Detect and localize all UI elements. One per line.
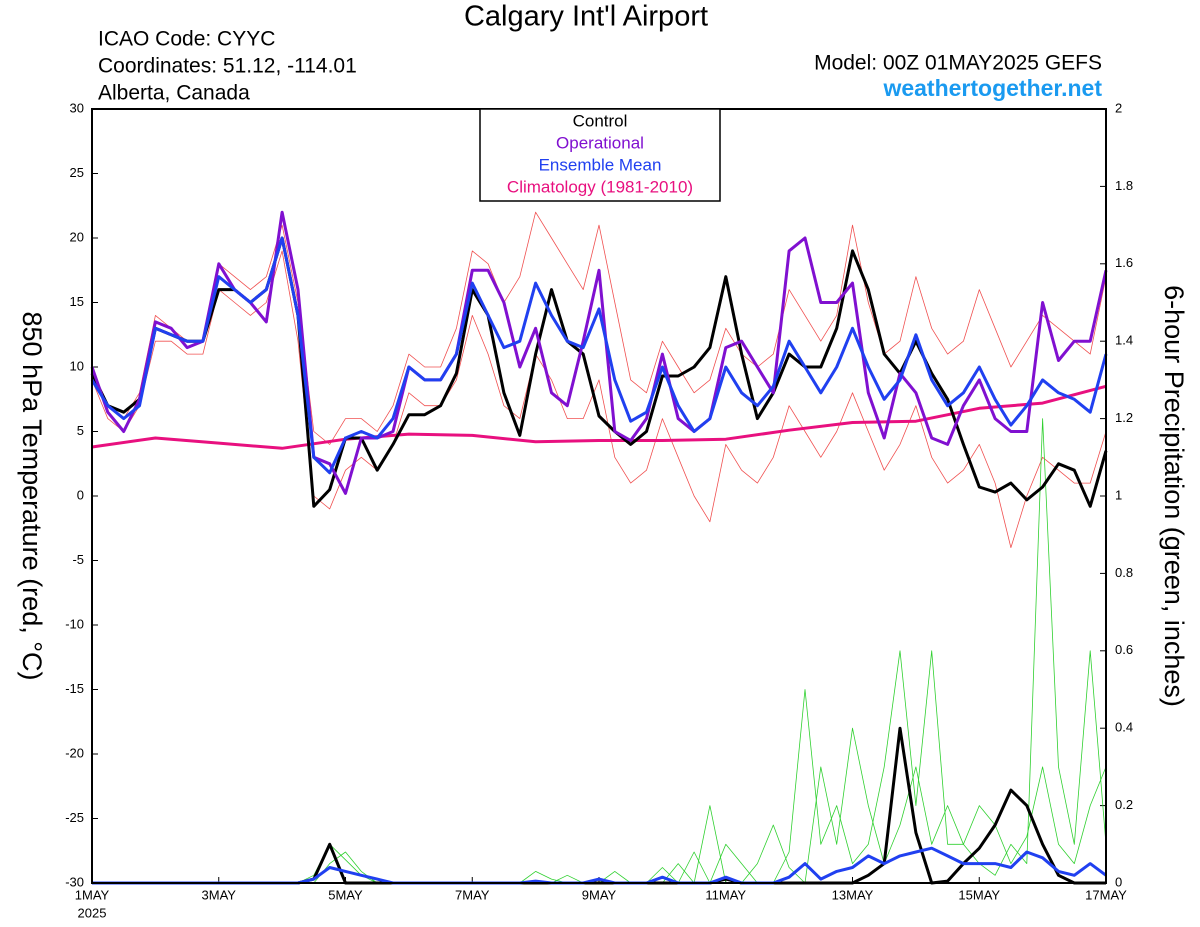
y2-axis-label: 6-hour Precipitation (green, inches) <box>1159 285 1189 707</box>
x-tick-label: 7MAY <box>455 887 490 902</box>
y2-tick-label: 1.8 <box>1115 178 1133 193</box>
x-tick-label: 9MAY <box>582 887 617 902</box>
x-tick-label: 11MAY <box>705 887 746 902</box>
x-tick-label: 1MAY <box>75 887 110 902</box>
y-tick-label: 10 <box>70 358 84 373</box>
y2-tick-label: 0.8 <box>1115 565 1133 580</box>
series-line <box>91 250 1107 548</box>
y-tick-label: -10 <box>65 616 84 631</box>
series-line <box>92 418 1107 884</box>
y-tick-label: -20 <box>65 745 84 760</box>
x-tick-label: 17MAY <box>1085 887 1127 902</box>
y2-tick-label: 1.6 <box>1115 255 1133 270</box>
info-line: Coordinates: 51.12, -114.01 <box>98 55 357 78</box>
chart-title: Calgary Int'l Airport <box>464 1 708 33</box>
y-tick-label: 0 <box>77 487 84 502</box>
x-tick-label: 13MAY <box>832 887 874 902</box>
source-label: weathertogether.net <box>882 75 1102 101</box>
y2-tick-label: 1.2 <box>1115 410 1133 425</box>
year-label: 2025 <box>78 905 107 920</box>
y2-tick-label: 0.4 <box>1115 720 1133 735</box>
info-line: Alberta, Canada <box>98 82 250 105</box>
info-line: ICAO Code: CYYC <box>98 28 275 51</box>
series-line <box>91 211 1107 445</box>
y-tick-label: -15 <box>65 681 84 696</box>
y2-tick-label: 1.4 <box>1115 333 1133 348</box>
y-tick-label: 25 <box>70 165 84 180</box>
y-tick-label: 30 <box>70 100 84 115</box>
y2-tick-label: 0.2 <box>1115 797 1133 812</box>
y-axis-label: 850 hPa Temperature (red, °C) <box>17 312 47 681</box>
x-tick-label: 3MAY <box>202 887 237 902</box>
y2-tick-label: 0.6 <box>1115 642 1133 657</box>
x-tick-label: 15MAY <box>958 887 1000 902</box>
y-tick-label: -25 <box>65 810 84 825</box>
series-line <box>90 210 1108 495</box>
model-label: Model: 00Z 01MAY2025 GEFS <box>814 52 1102 75</box>
series-line <box>90 236 1108 475</box>
y-tick-label: 20 <box>70 229 84 244</box>
y2-tick-label: 1 <box>1115 487 1122 502</box>
y2-tick-label: 0 <box>1115 874 1122 889</box>
legend-entry: Ensemble Mean <box>539 155 662 174</box>
series-line <box>91 384 1107 450</box>
legend-box <box>479 108 721 202</box>
y-tick-label: -30 <box>65 874 84 889</box>
y-tick-label: -5 <box>72 552 84 567</box>
y-tick-label: 5 <box>77 423 84 438</box>
legend-entry: Climatology (1981-2010) <box>507 177 693 196</box>
y2-tick-label: 2 <box>1115 100 1122 115</box>
x-tick-label: 5MAY <box>328 887 363 902</box>
series-line <box>92 846 1107 885</box>
legend-entry: Control <box>573 111 628 130</box>
legend-entry: Operational <box>556 133 644 152</box>
y-tick-label: 15 <box>70 294 84 309</box>
